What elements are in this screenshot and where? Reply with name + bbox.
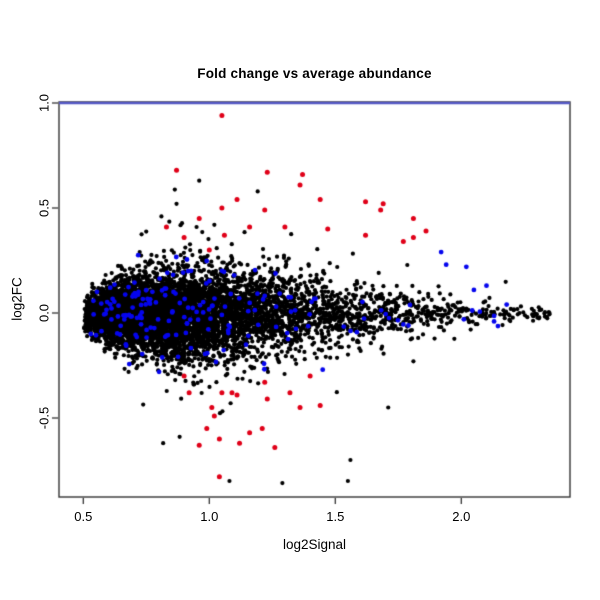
y-tick-label-0.5: 0.5 (36, 198, 52, 218)
y-axis-label: log2FC (9, 277, 25, 321)
x-tick-label-1.0: 1.0 (200, 509, 219, 524)
x-tick-label-2.0: 2.0 (452, 509, 471, 524)
y-tick-label-1.0: 1.0 (36, 93, 52, 113)
x-axis-label: log2Signal (282, 537, 347, 552)
chart-title: Fold change vs average abundance (197, 66, 432, 81)
x-tick-label-0.5: 0.5 (74, 509, 93, 524)
y-tick-label--0.5: -0.5 (36, 406, 52, 430)
x-tick-label-1.5: 1.5 (326, 509, 345, 524)
y-tick-label-0.0: 0.0 (36, 303, 52, 323)
